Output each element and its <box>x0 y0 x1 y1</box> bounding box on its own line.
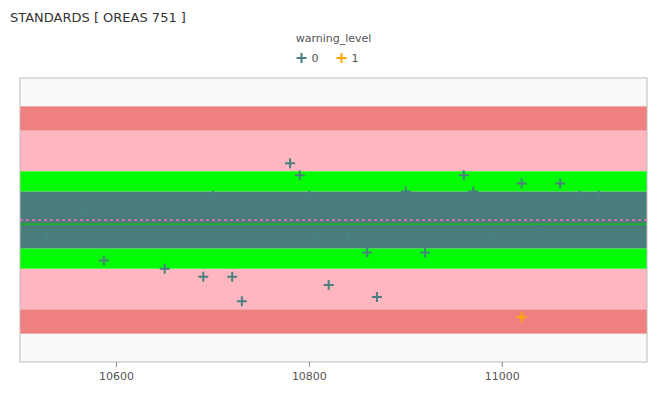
point <box>198 272 208 282</box>
x-tick-label: 10600 <box>99 370 134 383</box>
title: STANDARDS [ OREAS 751 ] <box>10 10 186 25</box>
point <box>208 191 218 201</box>
point <box>594 191 604 201</box>
point <box>574 191 584 201</box>
point <box>362 247 372 257</box>
band <box>20 309 647 333</box>
x-tick <box>116 362 117 367</box>
point <box>160 264 170 274</box>
point <box>99 256 109 266</box>
chart: STANDARDS [ OREAS 751 ] 10600 10800 11000 wa… <box>0 0 667 399</box>
x-tick <box>309 362 310 367</box>
legend-label: 0 <box>312 52 319 65</box>
band <box>20 131 647 172</box>
point <box>439 195 449 205</box>
band <box>20 248 647 268</box>
point <box>285 158 295 168</box>
point <box>343 231 353 241</box>
x-tick-label: 10800 <box>292 370 327 383</box>
point <box>295 170 305 180</box>
point <box>41 231 51 241</box>
plot-frame <box>20 78 647 362</box>
point <box>401 187 411 197</box>
reference-line <box>20 223 647 224</box>
point <box>420 247 430 257</box>
point <box>517 312 527 322</box>
point <box>266 235 276 245</box>
legend-marker <box>337 53 347 63</box>
band <box>20 171 647 191</box>
point <box>517 178 527 188</box>
point <box>468 187 478 197</box>
plot-marks <box>20 106 647 333</box>
x-tick <box>502 362 503 367</box>
point <box>237 296 247 306</box>
legend-title: warning_level <box>296 32 372 45</box>
point <box>555 178 565 188</box>
legend-label: 1 <box>352 52 359 65</box>
legend-marker <box>297 53 307 63</box>
band <box>20 106 647 130</box>
point <box>131 199 141 209</box>
point <box>324 280 334 290</box>
plot-area <box>20 78 647 362</box>
point <box>536 227 546 237</box>
point <box>372 292 382 302</box>
reference-line <box>20 219 647 220</box>
legend: warning_level 0 1 <box>296 32 372 65</box>
point <box>304 191 314 201</box>
band <box>20 192 647 249</box>
point <box>227 272 237 282</box>
point <box>526 195 536 205</box>
band <box>20 269 647 310</box>
point <box>488 231 498 241</box>
point <box>309 231 319 241</box>
point <box>459 170 469 180</box>
point <box>80 207 90 217</box>
x-tick-label: 11000 <box>485 370 520 383</box>
